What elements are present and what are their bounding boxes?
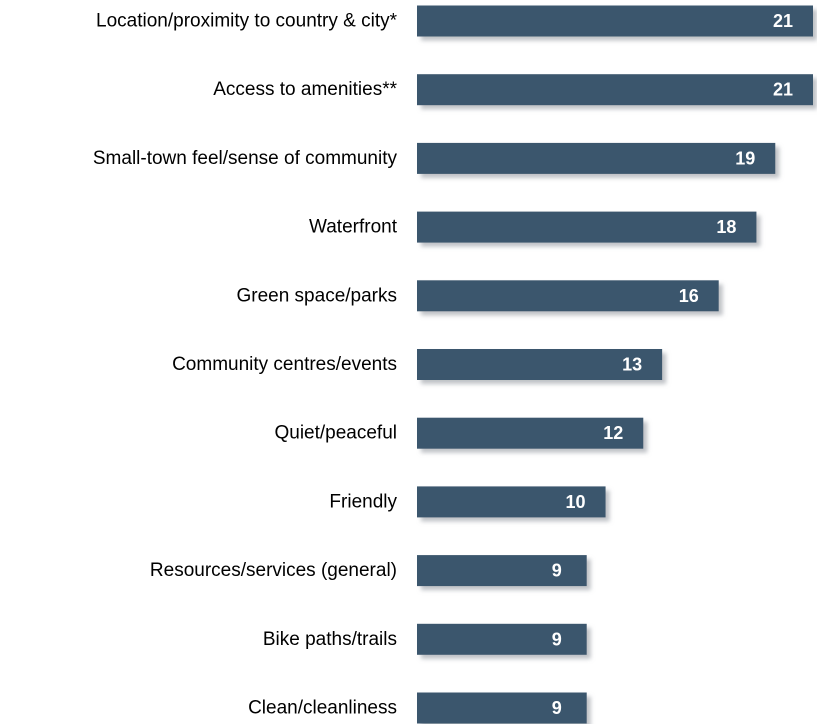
category-label: Access to amenities** <box>213 79 397 100</box>
value-label: 19 <box>735 148 755 168</box>
value-label: 16 <box>679 286 699 306</box>
category-label: Bike paths/trails <box>263 629 397 650</box>
value-label: 18 <box>716 217 736 237</box>
value-label: 9 <box>552 561 562 581</box>
bar <box>417 211 757 243</box>
bar <box>417 349 663 380</box>
category-label-group: Location/proximity to country & city* Acc… <box>93 11 398 719</box>
category-label: Location/proximity to country & city* <box>96 11 398 32</box>
bar <box>417 486 606 518</box>
value-label: 13 <box>622 355 642 375</box>
bar <box>417 142 776 174</box>
bar <box>417 280 719 312</box>
value-label: 21 <box>773 80 793 100</box>
value-label: 10 <box>566 492 586 512</box>
bar <box>417 623 587 655</box>
bar <box>417 555 587 587</box>
category-label: Resources/services (general) <box>150 560 397 581</box>
category-label: Quiet/peaceful <box>274 423 397 444</box>
value-label: 12 <box>603 423 623 443</box>
category-label: Community centres/events <box>172 354 397 375</box>
category-label: Friendly <box>329 491 397 512</box>
bar <box>417 5 813 37</box>
bar-group <box>417 5 813 724</box>
bar <box>417 74 813 106</box>
category-label: Small-town feel/sense of community <box>93 148 398 169</box>
value-label: 21 <box>773 11 793 31</box>
bar <box>417 417 644 449</box>
category-label: Green space/parks <box>236 285 397 306</box>
category-label: Waterfront <box>309 217 398 238</box>
value-label: 9 <box>552 698 562 718</box>
category-label: Clean/cleanliness <box>248 698 397 719</box>
bar <box>417 692 587 724</box>
value-label-group: 21 21 19 18 16 13 12 10 9 9 9 <box>552 11 793 718</box>
value-label: 9 <box>552 629 562 649</box>
